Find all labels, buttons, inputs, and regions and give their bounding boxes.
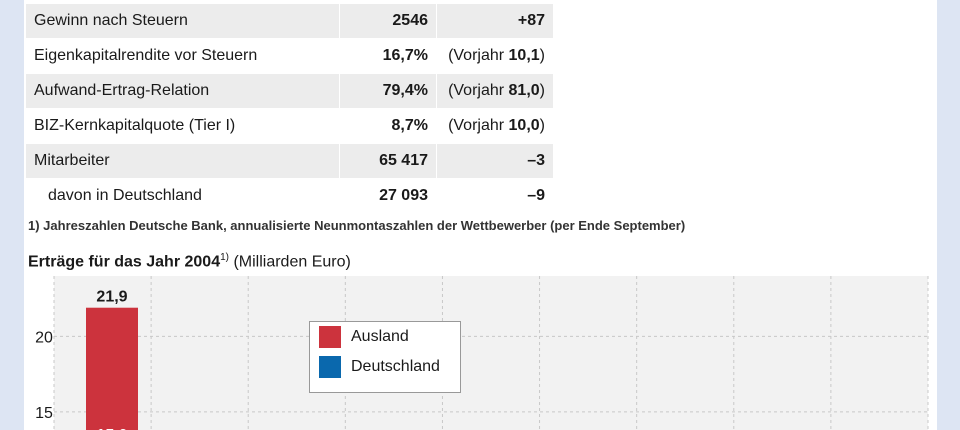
row-change: +87 bbox=[436, 4, 553, 39]
chart-title-footnote-mark: 1) bbox=[220, 252, 229, 263]
bar-value-label: 21,9 bbox=[96, 289, 127, 306]
y-tick-label: 20 bbox=[35, 329, 53, 346]
row-change: –3 bbox=[436, 143, 553, 179]
row-label: Mitarbeiter bbox=[26, 143, 340, 179]
row-value: 79,4% bbox=[339, 73, 437, 109]
row-change: (Vorjahr 81,0) bbox=[436, 73, 553, 109]
y-tick-label: 15 bbox=[35, 405, 53, 422]
chart-title-main: Erträge für das Jahr 2004 bbox=[28, 253, 221, 271]
legend-swatch-ausland bbox=[319, 326, 341, 348]
bar-segment-label: 15,0 bbox=[96, 427, 127, 430]
legend-swatch-deutschland bbox=[319, 356, 341, 378]
table-row: Mitarbeiter 65 417 –3 bbox=[26, 143, 553, 179]
row-value: 65 417 bbox=[339, 143, 437, 179]
chart-title: Erträge für das Jahr 20041) (Milliarden … bbox=[28, 252, 351, 271]
row-value: 2546 bbox=[339, 4, 437, 39]
legend-item-ausland: Ausland bbox=[310, 322, 460, 352]
row-value: 27 093 bbox=[339, 178, 437, 214]
table-row: Eigenkapitalrendite vor Steuern 16,7% (V… bbox=[26, 38, 553, 74]
bar-chart: 15 20 21,9 15,0 bbox=[35, 276, 929, 430]
row-value: 8,7% bbox=[339, 108, 437, 144]
table-row: davon in Deutschland 27 093 –9 bbox=[26, 178, 553, 214]
chart-legend: Ausland Deutschland bbox=[309, 321, 461, 393]
legend-label: Deutschland bbox=[351, 358, 440, 375]
row-value: 16,7% bbox=[339, 38, 437, 74]
table-row: Aufwand-Ertrag-Relation 79,4% (Vorjahr 8… bbox=[26, 73, 553, 109]
kpi-table: Gewinn nach Steuern 2546 +87 Eigenkapita… bbox=[26, 4, 553, 214]
footnote: 1) Jahreszahlen Deutsche Bank, annualisi… bbox=[28, 218, 686, 233]
row-label: Gewinn nach Steuern bbox=[26, 4, 340, 39]
row-change: (Vorjahr 10,0) bbox=[436, 108, 553, 144]
plot-background bbox=[54, 276, 928, 430]
row-label: BIZ-Kernkapitalquote (Tier I) bbox=[26, 108, 340, 144]
legend-item-deutschland: Deutschland bbox=[310, 352, 460, 382]
row-label: Eigenkapitalrendite vor Steuern bbox=[26, 38, 340, 74]
row-change: –9 bbox=[436, 178, 553, 214]
chart-title-unit: (Milliarden Euro) bbox=[233, 253, 351, 271]
table-row: Gewinn nach Steuern 2546 +87 bbox=[26, 4, 553, 39]
legend-label: Ausland bbox=[351, 328, 409, 345]
bar-ausland bbox=[86, 307, 138, 430]
row-label: davon in Deutschland bbox=[26, 178, 340, 214]
row-label: Aufwand-Ertrag-Relation bbox=[26, 73, 340, 109]
row-change: (Vorjahr 10,1) bbox=[436, 38, 553, 74]
table-row: BIZ-Kernkapitalquote (Tier I) 8,7% (Vorj… bbox=[26, 108, 553, 144]
